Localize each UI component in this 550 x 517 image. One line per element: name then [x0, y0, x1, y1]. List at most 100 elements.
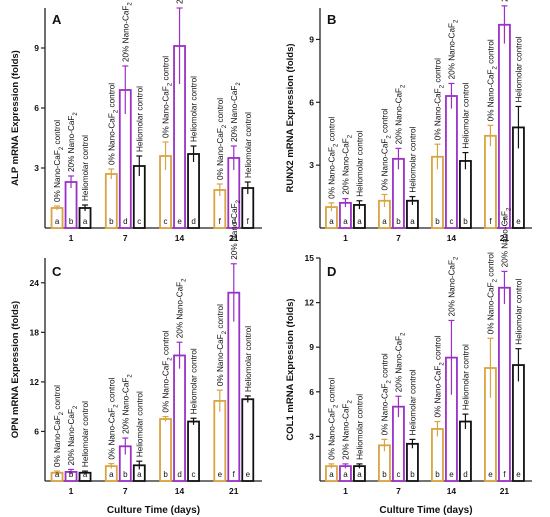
- y-tick-label: 6: [34, 103, 39, 113]
- significance-letter: a: [343, 217, 348, 226]
- series-label: Heliomolar control: [135, 86, 144, 152]
- significance-letter: e: [516, 470, 521, 479]
- significance-letter: b: [410, 470, 415, 479]
- bar: [484, 134, 497, 229]
- series-label: 0% Nano-CaF2 control: [53, 385, 65, 467]
- series-label: 20% Nano-CaF2: [341, 399, 353, 459]
- significance-letter: b: [435, 217, 440, 226]
- significance-letter: a: [329, 217, 334, 226]
- significance-letter: b: [382, 470, 387, 479]
- series-label: Heliomolar control: [408, 369, 417, 435]
- series-label: 0% Nano-CaF2 control: [216, 304, 228, 386]
- significance-letter: f: [247, 217, 250, 226]
- series-label: 20% Nano-CaF2: [447, 19, 459, 79]
- panel-c: C 6 12 18 24 OPN mRNA Expression (folds) Cultu…: [10, 199, 262, 516]
- bar: [445, 95, 458, 229]
- y-tick-label: 15: [305, 253, 315, 263]
- y-axis-label: OPN mRNA Expression (folds): [10, 301, 21, 438]
- significance-letter: c: [137, 217, 141, 226]
- significance-letter: b: [435, 470, 440, 479]
- x-tick-label: 7: [396, 233, 401, 243]
- y-tick-label: 12: [305, 298, 315, 308]
- significance-letter: a: [410, 217, 415, 226]
- panel-d: D 3 6 9 12 15 COL1 mRNA Expression (folds) Cult…: [285, 207, 532, 516]
- significance-letter: b: [463, 217, 468, 226]
- series-label: 20% Nano-CaF2: [176, 278, 188, 338]
- series-label: Heliomolar control: [244, 112, 253, 178]
- series-label: Heliomolar control: [514, 279, 523, 345]
- significance-letter: a: [357, 470, 362, 479]
- y-tick-label: 9: [309, 342, 314, 352]
- significance-letter: a: [329, 470, 334, 479]
- significance-letter: a: [382, 217, 387, 226]
- series-label: 20% Nano-CaF2: [67, 112, 79, 172]
- bar: [241, 398, 255, 482]
- significance-letter: b: [396, 217, 401, 226]
- x-tick-label: 1: [343, 486, 348, 496]
- series-label: 20% Nano-CaF2: [230, 199, 242, 259]
- series-label: 0% Nano-CaF2 control: [380, 353, 392, 435]
- significance-letter: e: [246, 470, 251, 479]
- significance-letter: c: [449, 217, 453, 226]
- significance-letter: f: [503, 217, 506, 226]
- significance-letter: d: [177, 470, 181, 479]
- series-label: 0% Nano-CaF2 control: [53, 120, 65, 202]
- series-label: 0% Nano-CaF2 control: [162, 56, 174, 138]
- significance-letter: f: [233, 470, 236, 479]
- significance-letter: b: [163, 470, 168, 479]
- series-label: 0% Nano-CaF2 control: [433, 58, 445, 140]
- y-tick-label: 24: [30, 278, 40, 288]
- series-label: 0% Nano-CaF2 control: [486, 39, 498, 121]
- significance-letter: e: [449, 470, 454, 479]
- bar: [213, 399, 227, 482]
- y-tick-label: 9: [34, 43, 39, 53]
- x-axis-label: Culture Time (days): [379, 505, 472, 516]
- panel-letter: B: [327, 12, 336, 27]
- y-tick-label: 6: [309, 97, 314, 107]
- x-tick-label: 14: [447, 233, 457, 243]
- series-label: 0% Nano-CaF2 control: [380, 108, 392, 190]
- y-tick-label: 12: [30, 377, 40, 387]
- significance-letter: a: [109, 470, 114, 479]
- series-label: Heliomolar control: [244, 326, 253, 392]
- panel-letter: A: [52, 12, 62, 27]
- series-label: 0% Nano-CaF2 control: [327, 117, 339, 199]
- series-label: Heliomolar control: [461, 82, 470, 148]
- series-label: Heliomolar control: [461, 344, 470, 410]
- x-tick-label: 7: [123, 233, 128, 243]
- y-tick-label: 9: [309, 34, 314, 44]
- series-label: Heliomolar control: [190, 76, 199, 142]
- y-tick-label: 3: [309, 160, 314, 170]
- significance-letter: e: [516, 217, 521, 226]
- significance-letter: e: [488, 470, 493, 479]
- y-tick-label: 6: [34, 426, 39, 436]
- significance-letter: b: [69, 470, 74, 479]
- panel-letter: D: [327, 264, 336, 279]
- x-tick-label: 7: [123, 486, 128, 496]
- x-tick-label: 7: [396, 486, 401, 496]
- series-label: 20% Nano-CaF2: [394, 332, 406, 392]
- significance-letter: a: [83, 470, 88, 479]
- x-tick-label: 1: [343, 233, 348, 243]
- significance-letter: f: [219, 217, 222, 226]
- series-label: 20% Nano-CaF2: [394, 84, 406, 144]
- significance-letter: f: [503, 470, 506, 479]
- series-label: 0% Nano-CaF2 control: [327, 378, 339, 460]
- significance-letter: a: [357, 217, 362, 226]
- significance-letter: a: [343, 470, 348, 479]
- significance-letter: d: [191, 217, 195, 226]
- x-tick-label: 14: [175, 233, 185, 243]
- series-label: 20% Nano-CaF2: [176, 0, 188, 4]
- series-label: Heliomolar control: [408, 126, 417, 192]
- x-tick-label: 21: [500, 486, 510, 496]
- x-tick-label: 21: [500, 233, 510, 243]
- significance-letter: f: [489, 217, 492, 226]
- series-label: 20% Nano-CaF2: [121, 2, 133, 62]
- x-tick-label: 21: [229, 233, 239, 243]
- series-label: 20% Nano-CaF2: [67, 405, 79, 465]
- significance-letter: b: [69, 217, 74, 226]
- y-tick-label: 18: [30, 327, 40, 337]
